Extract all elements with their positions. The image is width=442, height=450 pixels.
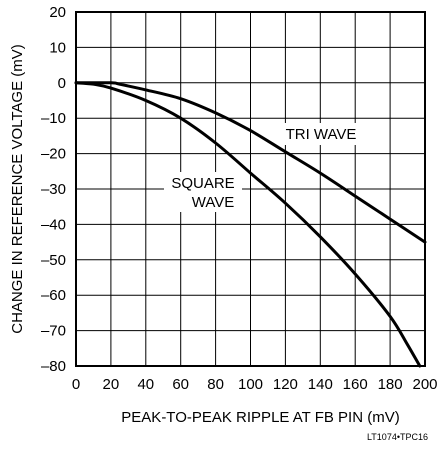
x-tick-label: 100 bbox=[238, 376, 263, 393]
y-tick-label: –80 bbox=[41, 358, 66, 375]
x-tick-label: 120 bbox=[273, 376, 298, 393]
y-tick-label: –60 bbox=[41, 287, 66, 304]
x-tick-label: 80 bbox=[207, 376, 224, 393]
square-wave-curve bbox=[74, 81, 422, 368]
y-axis-title: CHANGE IN REFERENCE VOLTAGE (mV) bbox=[9, 44, 26, 333]
curve-label-line: WAVE bbox=[192, 194, 235, 211]
tick-labels: 0 20 40 60 80 100 120 140 160 180 20020100–10–20–3… bbox=[41, 4, 438, 393]
y-tick-label: –10 bbox=[41, 110, 66, 127]
y-tick-label: –70 bbox=[41, 323, 66, 340]
tri-wave-curve bbox=[74, 81, 427, 244]
y-tick-label: –40 bbox=[41, 216, 66, 233]
x-axis-title: PEAK-TO-PEAK RIPPLE AT FB PIN (mV) bbox=[121, 409, 399, 426]
y-tick-label: –30 bbox=[41, 181, 66, 198]
tri-wave-label: TRI WAVE bbox=[280, 123, 362, 145]
x-tick-label: 60 bbox=[172, 376, 189, 393]
x-tick-label: 40 bbox=[137, 376, 154, 393]
y-tick-label: –20 bbox=[41, 146, 66, 163]
figure-code: LT1074•TPC16 bbox=[367, 432, 428, 442]
curve-label-line: TRI WAVE bbox=[286, 126, 357, 143]
x-tick-label: 20 bbox=[103, 376, 120, 393]
curve-labels: TRI WAVE SQUARE WAVE bbox=[164, 123, 362, 212]
plot-border bbox=[75, 11, 426, 367]
label-backing bbox=[164, 172, 242, 212]
y-tick-label: 0 bbox=[58, 75, 66, 92]
x-tick-label: 160 bbox=[343, 376, 368, 393]
x-tick-label: 140 bbox=[308, 376, 333, 393]
y-tick-label: 20 bbox=[49, 4, 66, 21]
x-tick-label: 180 bbox=[378, 376, 403, 393]
x-tick-label: 0 bbox=[72, 376, 80, 393]
square-wave-label: SQUARE WAVE bbox=[164, 172, 242, 212]
curves bbox=[74, 81, 427, 368]
grid bbox=[76, 12, 425, 366]
y-tick-label: –50 bbox=[41, 252, 66, 269]
x-tick-label: 200 bbox=[412, 376, 437, 393]
label-backing bbox=[280, 123, 362, 145]
curve-label-line: SQUARE bbox=[171, 175, 234, 192]
y-tick-label: 10 bbox=[49, 39, 66, 56]
